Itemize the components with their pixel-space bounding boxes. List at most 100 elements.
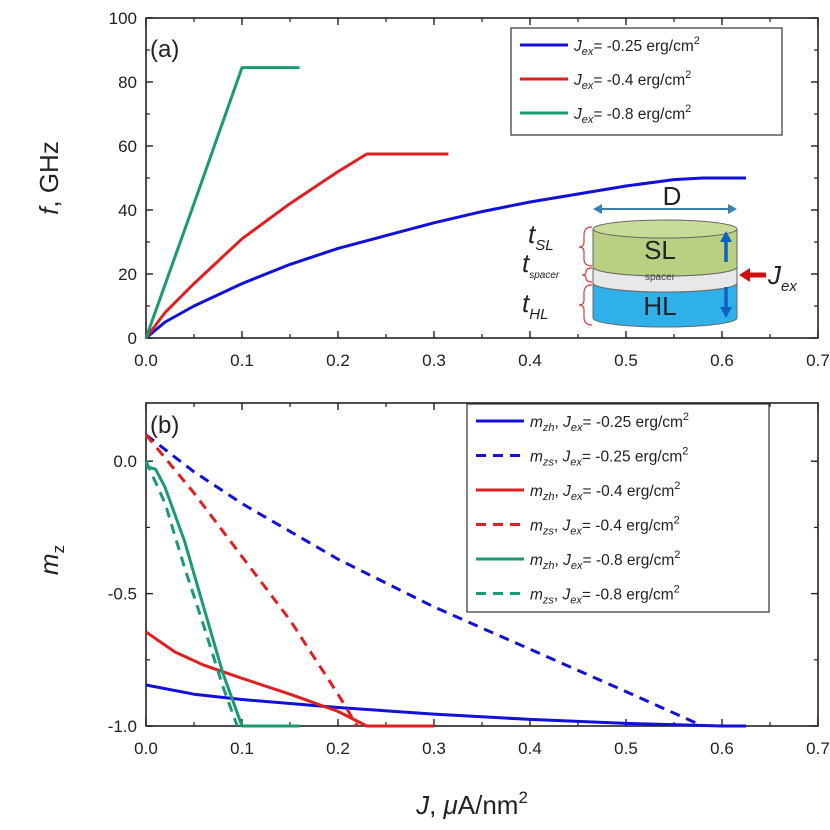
y-tick-label: 40 [118,201,137,220]
legend-sep: , [555,483,564,500]
y-tick-label: 0 [128,329,137,348]
legend-label-2: Jex= -0.4 erg/cm2 [573,69,691,92]
panel-a-frequency-chart: 0.0 0.1 0.2 0.3 0.4 0.5 0.6 0.7 0 20 40 60 80 100 f, G… [34,9,830,370]
y-tick-label: 60 [118,137,137,156]
legend-subscript: ex [582,80,594,92]
legend-label-2: mzs, Jex= -0.25 erg/cm2 [530,446,688,469]
legend-superscript: 2 [682,446,688,458]
legend-symbol: m [530,414,543,431]
legend-subscript: zh [542,422,555,434]
diameter-arrowhead-left [593,204,602,214]
sl-brace [578,226,593,267]
x-tick-label: 0.5 [614,351,638,370]
legend-label-3: mzh, Jex= -0.4 erg/cm2 [530,480,680,503]
legend-subscript-2: ex [570,457,582,469]
t-spacer-symbol: t [522,248,531,278]
legend-label-5: mzh, Jex= -0.8 erg/cm2 [530,549,680,572]
x-tick-label: 0.6 [710,739,734,758]
spacer-brace [581,267,593,283]
jex-symbol: J [767,260,782,290]
y-axis-label-symbol: f [34,205,64,215]
t-hl-subscript: HL [529,306,548,323]
legend-subscript-2: ex [571,560,583,572]
x-tick-label: 0.2 [326,351,350,370]
x-tick-label: 0.1 [230,739,254,758]
y-axis-label: mz [34,545,68,575]
y-axis-label-symbol: m [34,553,64,575]
hl-label: HL [643,291,676,321]
legend-label-6: mzs, Jex= -0.8 erg/cm2 [530,584,680,607]
legend-text: = -0.4 erg/cm [593,72,685,89]
series-line-1 [145,683,746,728]
y-axis-label-unit: , GHz [34,141,64,207]
y-tick-label: -1.0 [108,717,137,736]
legend-superscript: 2 [694,35,700,47]
t-sl-label: tSL [528,219,554,254]
legend-symbol-2: J [562,483,571,500]
x-tick-label: 0.0 [134,351,158,370]
legend-subscript: ex [582,46,594,58]
sl-up-arrowhead [720,231,732,242]
legend-subscript: zs [542,595,555,607]
legend-sep: , [554,449,563,466]
x-tick-label: 0.0 [134,739,158,758]
legend-text: = -0.8 erg/cm [583,552,675,569]
series-line-3 [144,66,300,339]
legend-subscript: zh [542,491,555,503]
x-axis-label-symbol: J [415,790,430,820]
series-line-2 [145,433,704,728]
legend-label-1: mzh, Jex= -0.25 erg/cm2 [530,411,689,434]
series-line-3 [145,630,434,728]
jex-subscript: ex [781,278,797,295]
legend-symbol-2: J [562,414,571,431]
y-tick-label: 100 [109,9,137,28]
x-tick-label: 0.3 [422,351,446,370]
legend-symbol: m [530,449,543,466]
legend-sep: , [555,552,564,569]
panel-b-mz-chart: 0.0 0.1 0.2 0.3 0.4 0.5 0.6 0.7-1.0-0.50.0mzJ, … [34,402,830,820]
x-tick-label: 0.3 [422,739,446,758]
y-tick-label: 20 [118,265,137,284]
legend-subscript-2: ex [570,595,582,607]
sl-layer [592,228,738,277]
x-axis-label-unit: A/nm [458,790,519,820]
legend-symbol-2: J [562,552,571,569]
legend-symbol-2: J [562,518,571,535]
legend-text: = -0.25 erg/cm [582,449,682,466]
sl-top [592,219,738,239]
x-tick-label: 0.5 [614,739,638,758]
panel-label: (a) [150,36,179,63]
spacer-label: spacer [645,272,676,283]
legend-text: = -0.25 erg/cm [583,414,683,431]
legend-superscript: 2 [674,584,680,596]
diameter-arrowhead-right [728,204,737,214]
panel-label: (b) [150,412,179,439]
series-line-2 [144,152,449,339]
legend-subscript: zh [542,560,555,572]
legend-subscript-2: ex [571,422,583,434]
series-line-6 [144,460,239,727]
series-line-1 [145,176,746,340]
legend-sep: , [554,587,563,604]
y-tick-label: 80 [118,73,137,92]
jex-label: Jex [767,260,797,295]
y-tick-label: -0.5 [108,585,137,604]
legend-superscript: 2 [674,515,680,527]
x-tick-label: 0.7 [806,739,830,758]
t-sl-subscript: SL [535,237,553,254]
x-axis-label-mu: μ [443,790,458,820]
legend-label-4: mzs, Jex= -0.4 erg/cm2 [530,515,680,538]
legend-box [466,403,770,613]
legend-label-3: Jex= -0.8 erg/cm2 [573,103,691,126]
legend-subscript: zs [542,526,555,538]
legend-symbol: J [573,38,582,55]
hl-down-arrowhead [720,307,732,318]
legend-text: = -0.8 erg/cm [593,106,685,123]
legend-superscript: 2 [674,549,680,561]
legend-subscript: zs [542,457,555,469]
legend-sep: , [554,518,563,535]
x-tick-label: 0.1 [230,351,254,370]
diameter-label: D [663,181,682,211]
hl-brace [578,284,593,326]
